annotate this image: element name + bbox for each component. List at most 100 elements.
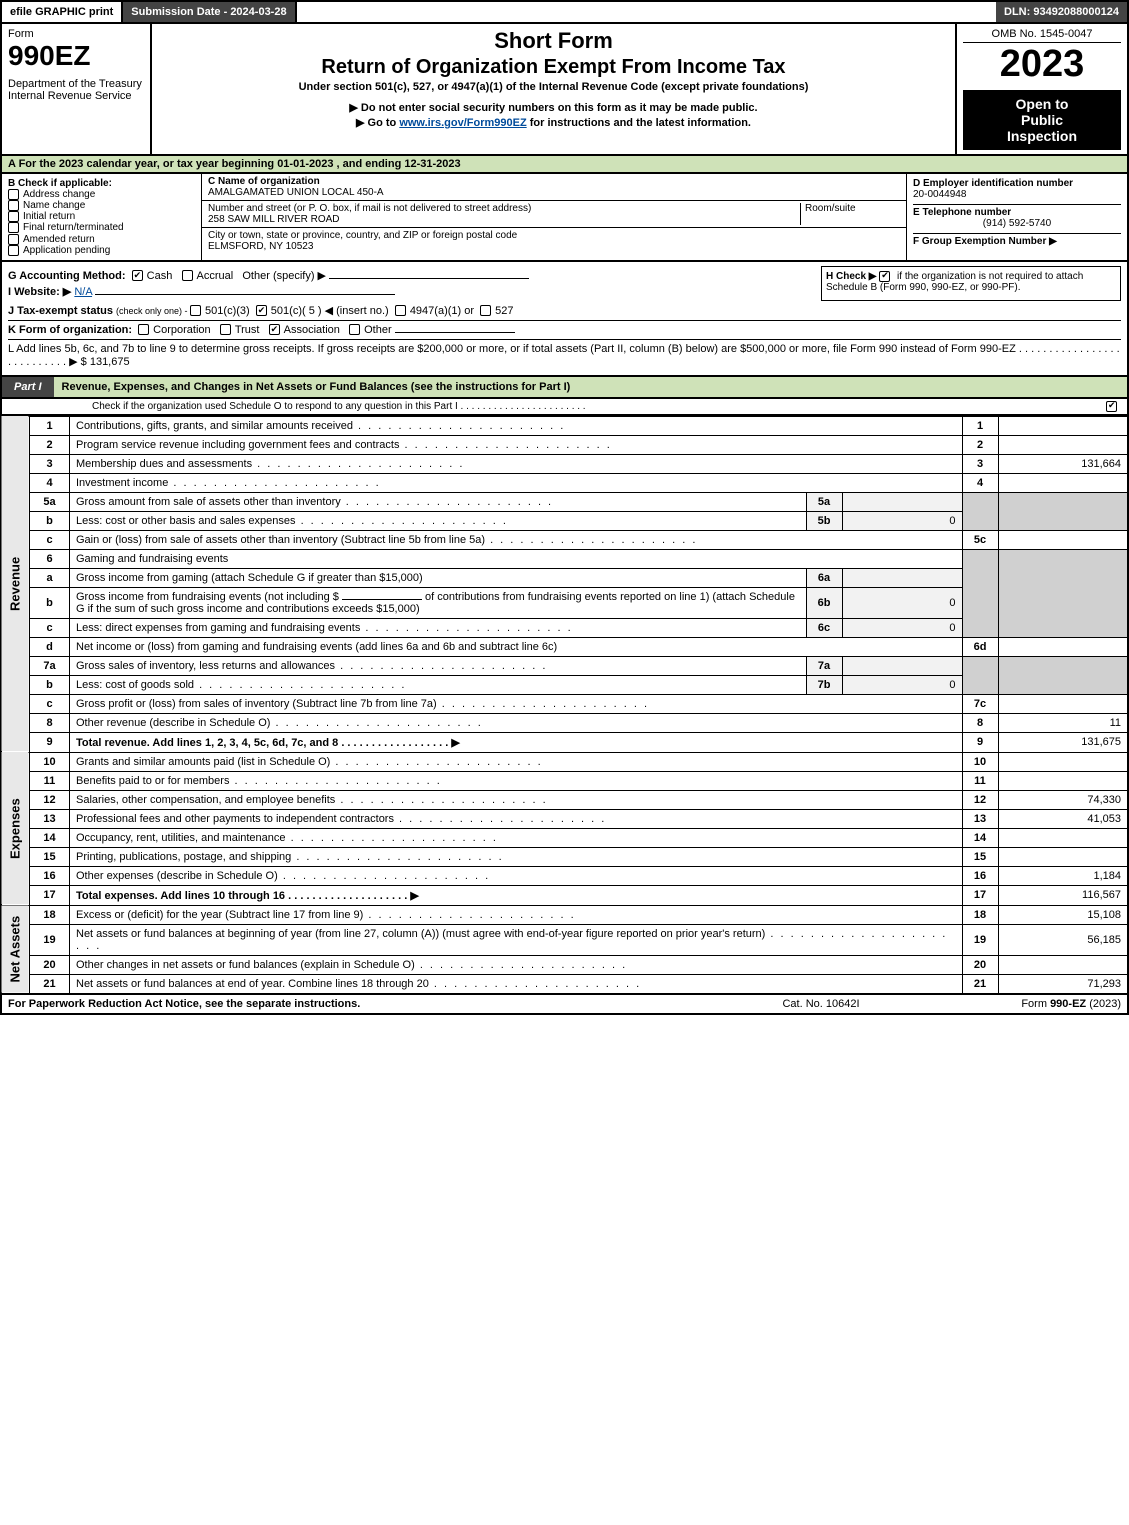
phone: (914) 592-5740 [913,218,1121,229]
open-line-2: Public [967,112,1117,128]
footer-right: Form 990-EZ (2023) [921,998,1121,1010]
dept-line-1: Department of the Treasury [8,78,144,90]
row-4: 4Investment income 4 [1,473,1128,492]
return-title: Return of Organization Exempt From Incom… [158,56,949,79]
line-g: G Accounting Method: Cash Accrual Other … [8,269,821,282]
chk-assoc[interactable] [269,324,280,335]
label-f: F Group Exemption Number ▶ [913,233,1121,247]
row-14: 14Occupancy, rent, utilities, and mainte… [1,828,1128,847]
footer-left: For Paperwork Reduction Act Notice, see … [8,998,721,1010]
chk-accrual[interactable] [182,270,193,281]
line-i: I Website: ▶ N/A [8,285,821,298]
header-left: Form 990EZ Department of the Treasury In… [2,24,152,154]
chk-address[interactable]: Address change [8,189,195,200]
row-20: 20Other changes in net assets or fund ba… [1,955,1128,974]
chk-schedule-o[interactable] [1106,401,1117,412]
dept-line-2: Internal Revenue Service [8,90,144,102]
room-suite: Room/suite [800,203,900,225]
row-6c: cLess: direct expenses from gaming and f… [1,618,1128,637]
short-form-title: Short Form [158,28,949,54]
chk-corp[interactable] [138,324,149,335]
form-word: Form [8,28,144,40]
chk-527[interactable] [480,305,491,316]
chk-4947[interactable] [395,305,406,316]
line-l: L Add lines 5b, 6c, and 7b to line 9 to … [8,339,1121,368]
chk-amended[interactable]: Amended return [8,234,195,245]
dln-label: DLN: 93492088000124 [996,2,1127,22]
row-3: 3Membership dues and assessments 3131,66… [1,454,1128,473]
label-e: E Telephone number [913,204,1121,218]
row-15: 15Printing, publications, postage, and s… [1,847,1128,866]
row-13: 13Professional fees and other payments t… [1,809,1128,828]
part-1-sub: Check if the organization used Schedule … [0,399,1129,416]
chk-trust[interactable] [220,324,231,335]
irs-link[interactable]: www.irs.gov/Form990EZ [399,117,526,129]
vlabel-revenue: Revenue [1,416,30,752]
box-def: D Employer identification number 20-0044… [907,174,1127,260]
website-value[interactable]: N/A [74,286,92,298]
label-addr: Number and street (or P. O. box, if mail… [208,203,800,214]
part-1-header: Part I Revenue, Expenses, and Changes in… [0,377,1129,399]
form-number: 990EZ [8,40,144,72]
efile-label[interactable]: efile GRAPHIC print [2,2,123,22]
chk-name[interactable]: Name change [8,200,195,211]
chk-501c3[interactable] [190,305,201,316]
row-5c: cGain or (loss) from sale of assets othe… [1,530,1128,549]
open-line-1: Open to [967,96,1117,112]
bcd-row: B Check if applicable: Address change Na… [0,174,1129,262]
chk-initial[interactable]: Initial return [8,211,195,222]
chk-h[interactable] [879,271,890,282]
page-footer: For Paperwork Reduction Act Notice, see … [0,995,1129,1015]
part-1-tab: Part I [2,377,54,397]
row-19: 19Net assets or fund balances at beginni… [1,924,1128,955]
row-7a: 7aGross sales of inventory, less returns… [1,656,1128,675]
chk-final[interactable]: Final return/terminated [8,222,195,233]
l-amount: 131,675 [90,356,130,368]
row-21: 21Net assets or fund balances at end of … [1,974,1128,994]
row-6: 6Gaming and fundraising events [1,549,1128,568]
street-address: 258 SAW MILL RIVER ROAD [208,214,800,225]
row-10: Expenses 10Grants and similar amounts pa… [1,752,1128,771]
box-h: H Check ▶ if the organization is not req… [821,266,1121,301]
form-header: Form 990EZ Department of the Treasury In… [0,24,1129,156]
row-12: 12Salaries, other compensation, and empl… [1,790,1128,809]
part-1-table: Revenue 1 Contributions, gifts, grants, … [0,416,1129,995]
row-8: 8Other revenue (describe in Schedule O) … [1,713,1128,732]
ein: 20-0044948 [913,189,1121,200]
bullet-1: ▶ Do not enter social security numbers o… [158,101,949,114]
row-16: 16Other expenses (describe in Schedule O… [1,866,1128,885]
chk-cash[interactable] [132,270,143,281]
row-7c: cGross profit or (loss) from sales of in… [1,694,1128,713]
ghijkl-block: G Accounting Method: Cash Accrual Other … [0,262,1129,377]
row-6d: dNet income or (loss) from gaming and fu… [1,637,1128,656]
line-j: J Tax-exempt status (check only one) - 5… [8,304,1121,317]
part-1-title: Revenue, Expenses, and Changes in Net As… [54,377,1127,397]
city-state-zip: ELMSFORD, NY 10523 [208,241,900,252]
vlabel-netassets: Net Assets [1,905,30,994]
row-6a: aGross income from gaming (attach Schedu… [1,568,1128,587]
row-1: Revenue 1 Contributions, gifts, grants, … [1,416,1128,435]
row-7b: bLess: cost of goods sold 7b0 [1,675,1128,694]
row-9: 9Total revenue. Add lines 1, 2, 3, 4, 5c… [1,732,1128,752]
row-5b: bLess: cost or other basis and sales exp… [1,511,1128,530]
chk-pending[interactable]: Application pending [8,245,195,256]
row-6b: b Gross income from fundraising events (… [1,587,1128,618]
label-city: City or town, state or province, country… [208,230,900,241]
bullet-2: ▶ Go to www.irs.gov/Form990EZ for instru… [158,116,949,129]
row-18: Net Assets 18Excess or (deficit) for the… [1,905,1128,924]
box-b: B Check if applicable: Address change Na… [2,174,202,260]
chk-501c[interactable] [256,305,267,316]
bullet2-post: for instructions and the latest informat… [527,117,751,129]
row-17: 17Total expenses. Add lines 10 through 1… [1,885,1128,905]
open-line-3: Inspection [967,128,1117,144]
bullet2-pre: ▶ Go to [356,117,399,129]
row-11: 11Benefits paid to or for members11 [1,771,1128,790]
header-center: Short Form Return of Organization Exempt… [152,24,957,154]
box-c: C Name of organization AMALGAMATED UNION… [202,174,907,260]
vlabel-expenses: Expenses [1,752,30,905]
label-d: D Employer identification number [913,178,1121,189]
omb-number: OMB No. 1545-0047 [963,28,1121,43]
row-2: 2Program service revenue including gover… [1,435,1128,454]
chk-other[interactable] [349,324,360,335]
section-a: A For the 2023 calendar year, or tax yea… [0,156,1129,174]
